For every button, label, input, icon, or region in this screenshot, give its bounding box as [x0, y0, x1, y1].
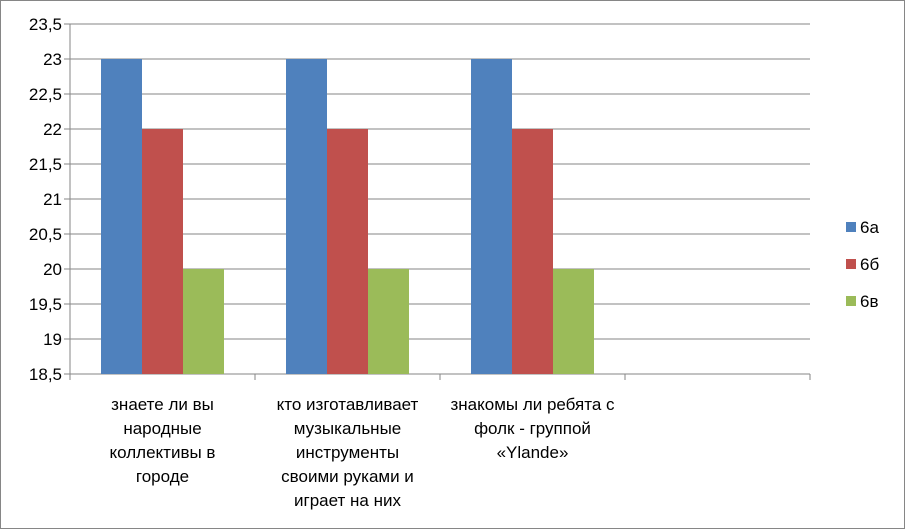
y-tick-label: 23,5	[29, 15, 62, 34]
x-category-label: знаете ли вы народные коллективы в городе	[110, 395, 216, 486]
y-tick-label: 19,5	[29, 295, 62, 314]
x-category-label-line: инструменты	[296, 443, 399, 462]
legend-label: 6в	[860, 292, 879, 311]
x-category-label-line: народные	[123, 419, 201, 438]
y-tick-label: 21,5	[29, 155, 62, 174]
bar	[327, 129, 368, 374]
bar	[512, 129, 553, 374]
y-tick-label: 22	[43, 120, 62, 139]
x-category-label-line: городе	[136, 467, 189, 486]
bar	[471, 59, 512, 374]
x-category-label-line: «Ylande»	[497, 443, 569, 462]
bar	[553, 269, 594, 374]
y-tick-label: 18,5	[29, 365, 62, 384]
bar	[368, 269, 409, 374]
bar	[286, 59, 327, 374]
bar	[101, 59, 142, 374]
y-tick-label: 21	[43, 190, 62, 209]
x-category-label-line: музыкальные	[294, 419, 402, 438]
x-category-label-line: фолк - группой	[474, 419, 591, 438]
y-tick-label: 20	[43, 260, 62, 279]
y-tick-label: 22,5	[29, 85, 62, 104]
legend-label: 6б	[860, 255, 879, 274]
x-category-label-line: знаете ли вы	[111, 395, 214, 414]
x-category-label: знакомы ли ребята с фолк - группой «Ylande…	[450, 395, 615, 462]
legend-swatch	[846, 296, 856, 306]
legend-swatch	[846, 222, 856, 232]
y-tick-label: 20,5	[29, 225, 62, 244]
y-tick-label: 19	[43, 330, 62, 349]
y-tick-label: 23	[43, 50, 62, 69]
legend-label: 6а	[860, 218, 879, 237]
x-category-label: кто изготавливает музыкальные инструменты с…	[277, 395, 419, 510]
bar	[183, 269, 224, 374]
x-category-label-line: играет на них	[294, 491, 401, 510]
bar	[142, 129, 183, 374]
x-category-label-line: кто изготавливает	[277, 395, 419, 414]
x-category-label-line: знакомы ли ребята с	[450, 395, 615, 414]
legend-swatch	[846, 259, 856, 269]
x-category-label-line: коллективы в	[110, 443, 216, 462]
x-category-label-line: своими руками и	[281, 467, 414, 486]
